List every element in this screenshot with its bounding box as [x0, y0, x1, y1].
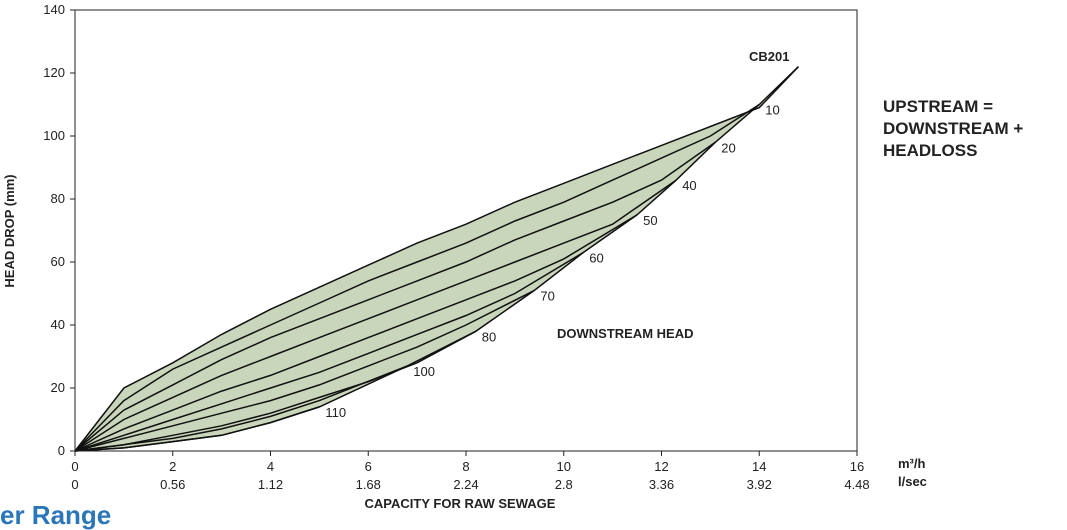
- series-label-20: 20: [721, 140, 735, 155]
- x-tick-label: 16: [850, 459, 864, 474]
- x-tick-label: 4: [267, 459, 274, 474]
- x-tick-label: 14: [752, 459, 766, 474]
- x-tick-label: 6: [365, 459, 372, 474]
- y-axis-label: HEAD DROP (mm): [2, 174, 17, 287]
- series-line-10: [74, 103, 760, 452]
- series-line-70: [74, 289, 535, 452]
- y-tick-label: 120: [43, 65, 65, 80]
- x-tick-label-secondary: 4.48: [844, 477, 869, 492]
- y-tick-label: 140: [43, 2, 65, 17]
- series-label-70: 70: [540, 288, 554, 303]
- x-unit-primary: m³/h: [898, 456, 926, 471]
- y-tick-label: 100: [43, 128, 65, 143]
- y-tick-label: 60: [51, 254, 65, 269]
- y-tick-label: 80: [51, 191, 65, 206]
- series-label-100: 100: [413, 364, 435, 379]
- x-tick-label: 12: [654, 459, 668, 474]
- y-tick-label: 40: [51, 317, 65, 332]
- x-unit-secondary: l/sec: [898, 474, 927, 489]
- series-line-20: [74, 141, 716, 452]
- x-tick-label: 10: [557, 459, 571, 474]
- series-label-10: 10: [765, 103, 779, 118]
- series-label-50: 50: [643, 213, 657, 228]
- series-line-60: [74, 251, 584, 452]
- section-title-partial: er Range: [0, 500, 112, 530]
- x-tick-label-secondary: 1.12: [258, 477, 283, 492]
- envelope-upper-line: [74, 66, 799, 452]
- x-tick-label: 8: [462, 459, 469, 474]
- x-tick-label-secondary: 2.24: [453, 477, 478, 492]
- headloss-note: UPSTREAM = DOWNSTREAM + HEADLOSS: [883, 97, 1024, 160]
- series-label-60: 60: [589, 251, 603, 266]
- x-tick-label-secondary: 3.92: [747, 477, 772, 492]
- x-tick-label: 2: [169, 459, 176, 474]
- x-tick-label-secondary: 2.8: [555, 477, 573, 492]
- y-tick-label: 0: [58, 443, 65, 458]
- model-label: CB201: [749, 49, 789, 64]
- series-label-40: 40: [682, 178, 696, 193]
- x-tick-label-secondary: 0.56: [160, 477, 185, 492]
- annotation-downstream-head: DOWNSTREAM HEAD: [557, 326, 694, 341]
- series-line-100: [74, 365, 408, 452]
- x-tick-label-secondary: 1.68: [356, 477, 381, 492]
- x-tick-label-secondary: 0: [71, 477, 78, 492]
- series-line-50: [74, 214, 638, 452]
- y-tick-label: 20: [51, 380, 65, 395]
- x-axis-label: CAPACITY FOR RAW SEWAGE: [365, 496, 556, 511]
- x-tick-label-secondary: 3.36: [649, 477, 674, 492]
- series-line-40: [74, 179, 677, 452]
- x-tick-label: 0: [71, 459, 78, 474]
- series-line-110: [74, 406, 320, 452]
- series-label-110: 110: [325, 405, 346, 420]
- series-label-80: 80: [482, 329, 496, 344]
